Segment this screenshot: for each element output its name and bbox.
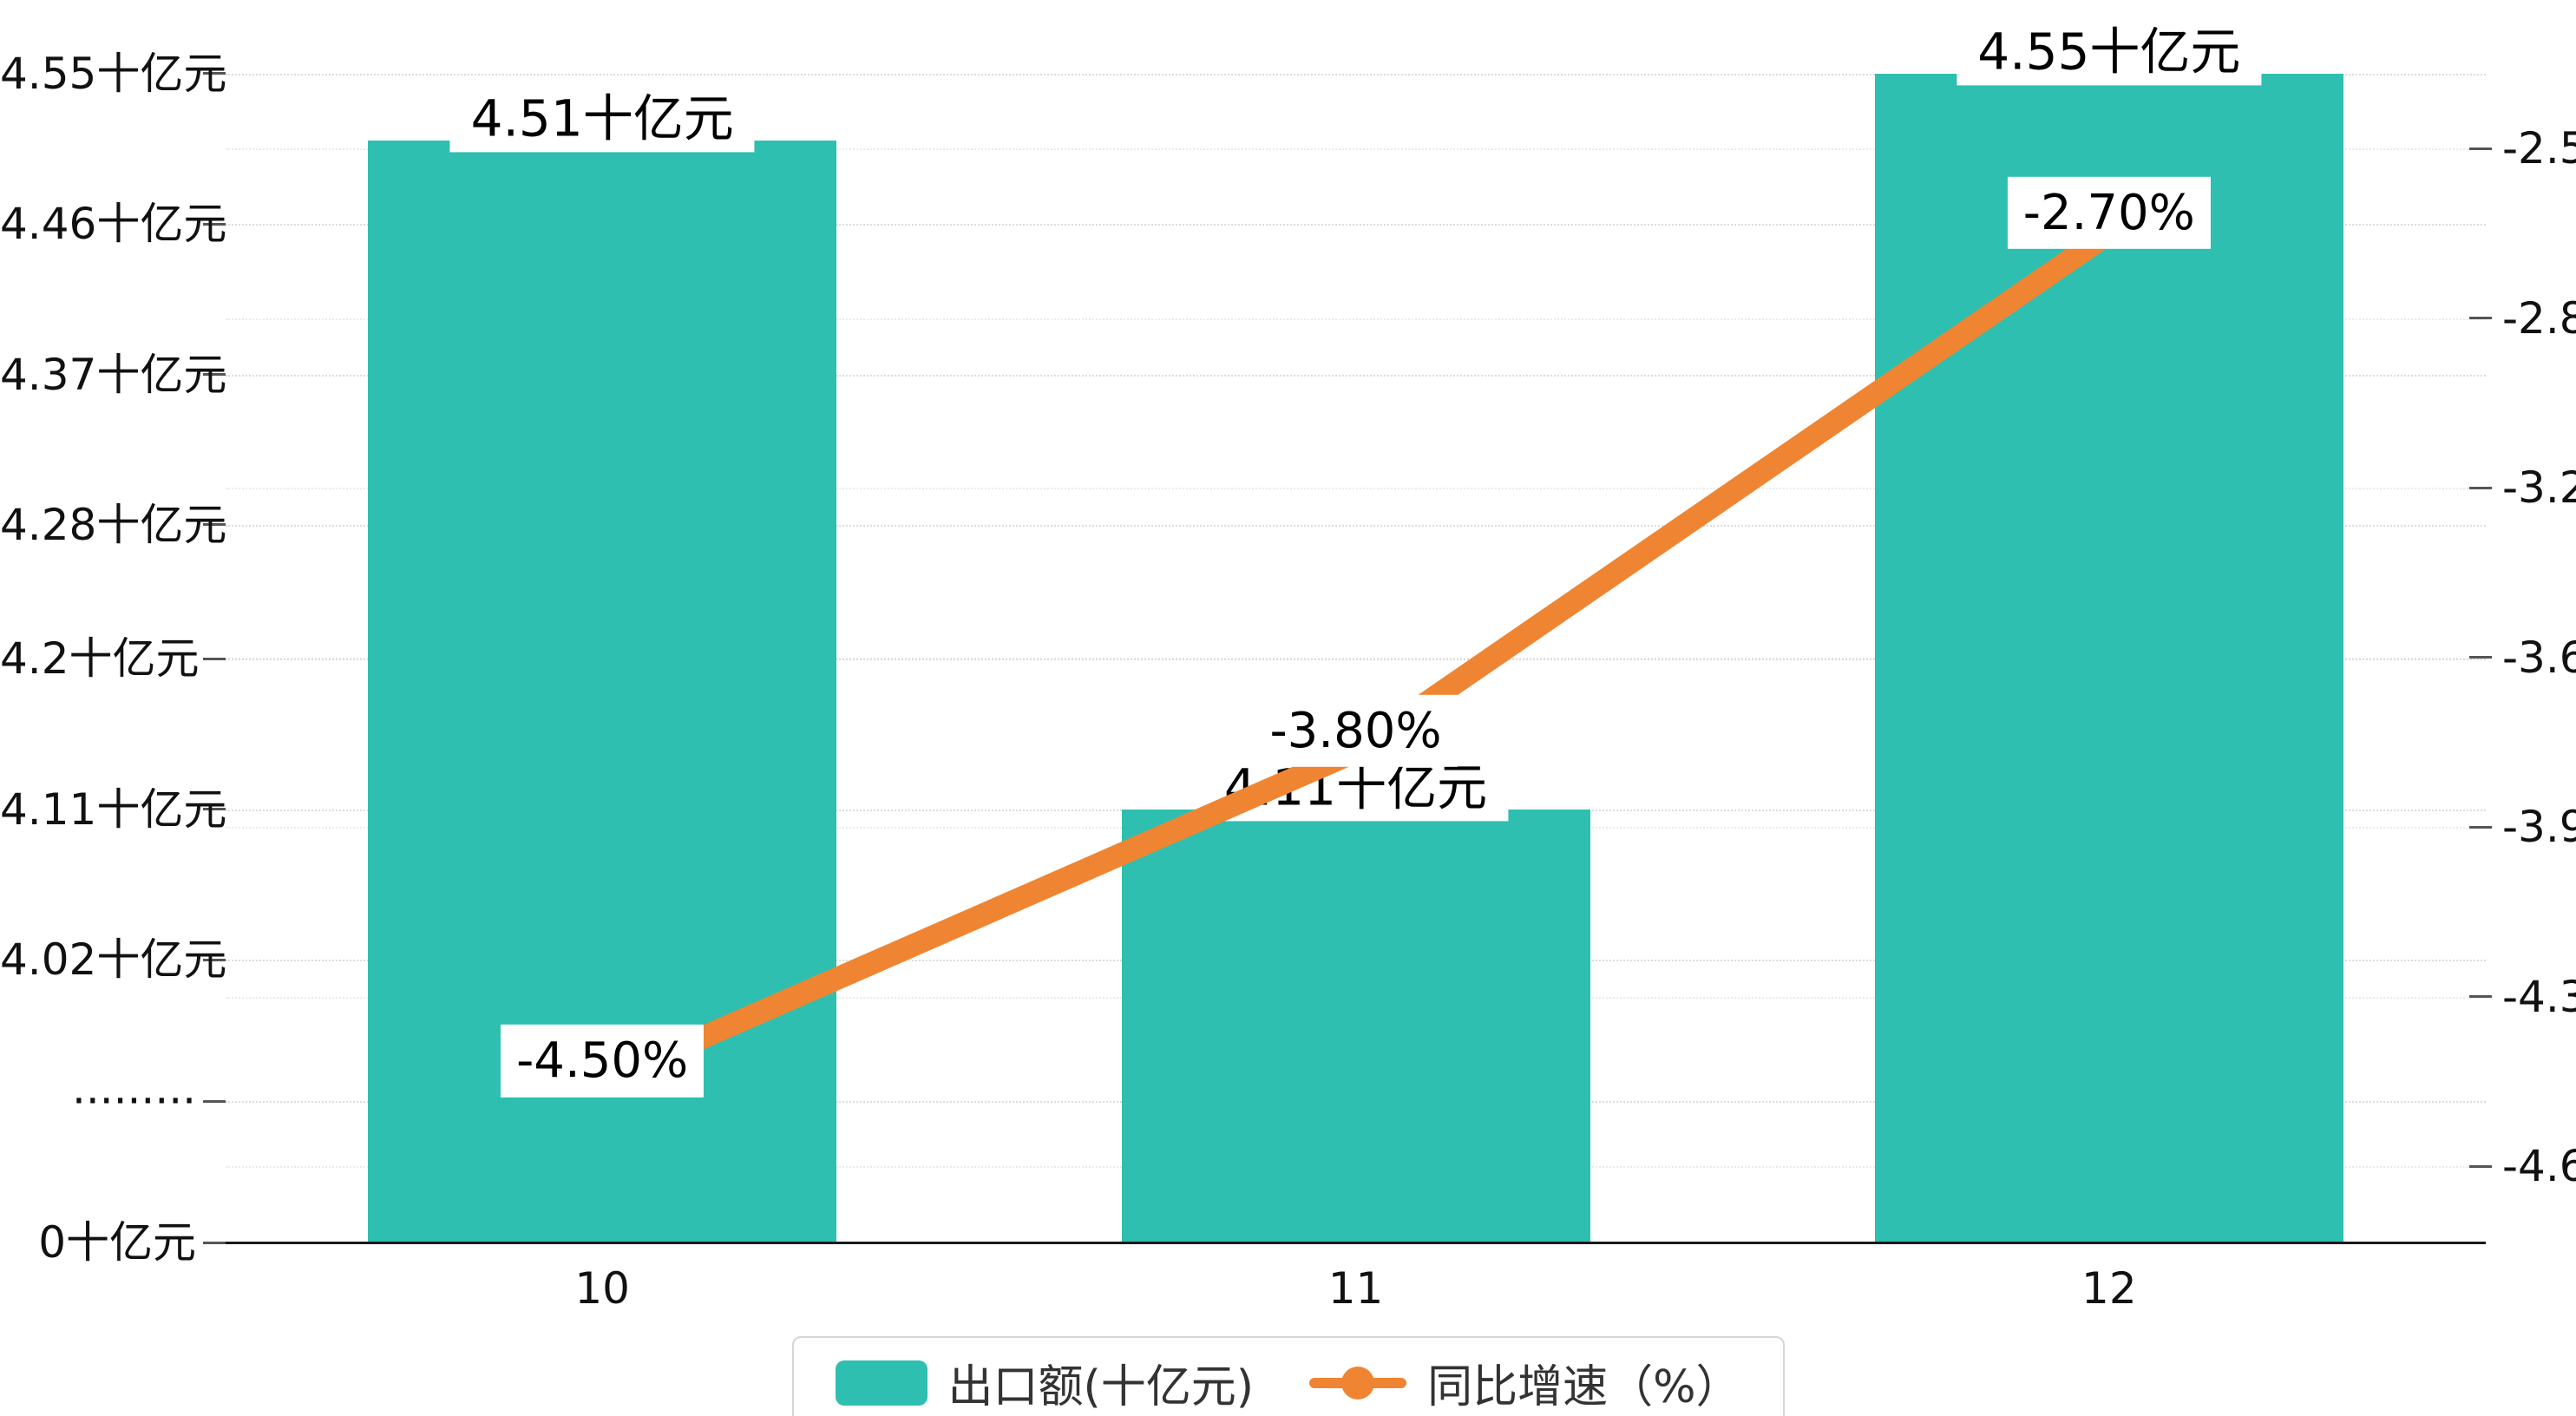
y-axis-right-tick-label: -3.60	[2502, 632, 2576, 683]
legend-bar-swatch	[835, 1360, 927, 1406]
bar-value-label: 4.55十亿元	[1957, 18, 2262, 86]
y-axis-right-tick	[2469, 317, 2492, 320]
x-axis-tick-label: 10	[574, 1263, 630, 1314]
bar[interactable]	[1874, 73, 2343, 1242]
y-axis-left-tick	[203, 1241, 226, 1244]
gridline	[226, 318, 2486, 320]
y-axis-left-tick	[203, 657, 226, 660]
y-axis-right-tick	[2469, 486, 2492, 489]
y-axis-left-tick-label: 4.37十亿元	[0, 349, 227, 400]
y-axis-left-tick	[203, 808, 226, 811]
y-axis-right-tick	[2469, 656, 2492, 659]
legend-item-export-value[interactable]: 出口额(十亿元)	[835, 1350, 1255, 1415]
y-axis-right-tick-label: -3.24	[2502, 462, 2576, 514]
gridline	[226, 374, 2486, 377]
legend-item-label: 出口额(十亿元)	[947, 1361, 1255, 1413]
legend-dot-icon	[1341, 1366, 1375, 1400]
y-axis-right-tick-label: -4.32	[2502, 971, 2576, 1022]
legend-item-label: 同比增速（%）	[1427, 1361, 1741, 1413]
y-axis-right-tick-label: -2.52	[2502, 123, 2576, 174]
x-axis-line	[226, 1242, 2486, 1244]
y-axis-left-tick-label: ·········	[71, 1076, 196, 1126]
y-axis-left-tick-label: 4.11十亿元	[0, 783, 227, 835]
y-axis-left-tick-label: 4.46十亿元	[0, 199, 227, 250]
gridline	[226, 73, 2486, 75]
bar-value-label: 4.51十亿元	[449, 85, 755, 153]
legend: 出口额(十亿元) 同比增速（%）	[791, 1336, 1785, 1416]
y-axis-left-tick-label: 0十亿元	[38, 1217, 196, 1268]
y-axis-left-tick	[203, 72, 226, 75]
x-axis-tick-label: 11	[1327, 1263, 1384, 1314]
gridline	[226, 148, 2486, 150]
gridline	[226, 524, 2486, 527]
gridline	[226, 224, 2486, 226]
gridline	[226, 657, 2486, 659]
bar[interactable]	[1121, 809, 1590, 1242]
line-point-label: -4.50%	[501, 1025, 705, 1098]
y-axis-left-tick	[203, 373, 226, 377]
y-axis-right-tick	[2469, 825, 2492, 829]
y-axis-right-tick	[2469, 995, 2492, 999]
y-axis-left-tick-label: 4.28十亿元	[0, 499, 227, 550]
y-axis-right-tick	[2469, 147, 2492, 150]
y-axis-left-tick	[203, 523, 226, 527]
gridline	[226, 488, 2486, 490]
legend-line-marker	[1309, 1360, 1407, 1406]
x-axis-tick-label: 12	[2081, 1263, 2137, 1314]
y-axis-right-tick	[2469, 1164, 2492, 1168]
y-axis-left-tick-label: 4.02十亿元	[0, 934, 227, 985]
y-axis-right-tick-label: -2.88	[2502, 292, 2576, 344]
y-axis-left-tick	[203, 958, 226, 961]
legend-item-yoy-growth[interactable]: 同比增速（%）	[1309, 1350, 1741, 1415]
line-point-label: -2.70%	[2007, 176, 2211, 249]
y-axis-left-tick-label: 4.2十亿元	[0, 633, 200, 685]
gridline	[226, 659, 2486, 661]
y-axis-left-tick	[203, 1099, 226, 1103]
y-axis-left-tick-label: 4.55十亿元	[0, 48, 227, 99]
line-point-label: -3.80%	[1254, 694, 1458, 768]
y-axis-right-tick-label: -4.68	[2502, 1141, 2576, 1192]
y-axis-left-tick	[203, 222, 226, 226]
y-axis-right-tick-label: -3.96	[2502, 802, 2576, 853]
